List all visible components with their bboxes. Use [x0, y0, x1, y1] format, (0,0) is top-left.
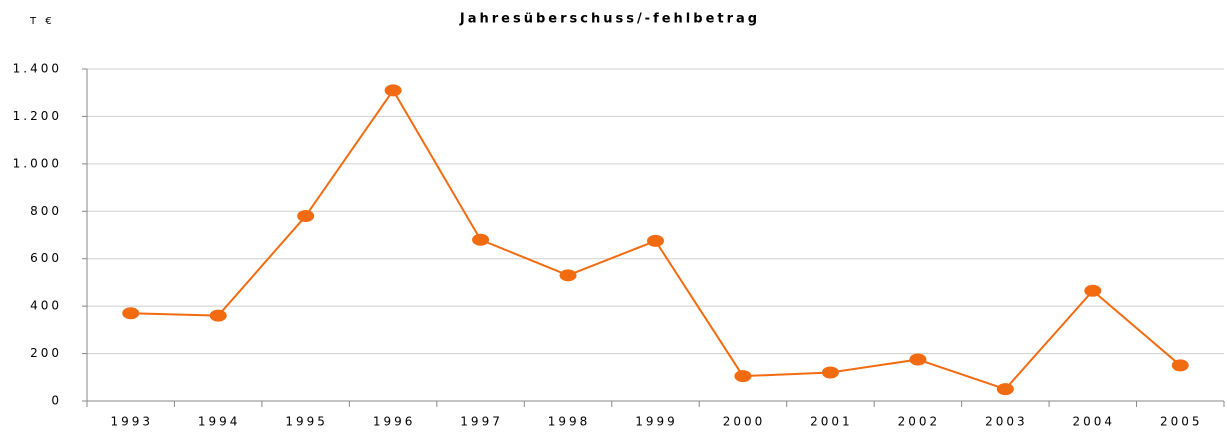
data-point: [734, 370, 752, 383]
x-tick-label: 1993: [110, 415, 153, 429]
y-tick-label: 400: [30, 299, 62, 313]
data-point: [821, 366, 839, 379]
x-tick-label: 1996: [373, 415, 416, 429]
x-tick-label: 1997: [460, 415, 503, 429]
data-point: [384, 84, 402, 97]
data-point: [909, 353, 927, 366]
x-tick-label: 2005: [1160, 415, 1203, 429]
y-tick-label: 1.000: [13, 156, 62, 170]
data-point: [647, 234, 664, 247]
data-point: [559, 269, 577, 282]
x-tick-label: 2001: [810, 415, 853, 429]
chart-title: Jahresüberschuss/-fehlbetrag: [459, 12, 760, 27]
y-tick-label: 200: [30, 346, 62, 360]
y-axis-label: T €: [29, 16, 55, 27]
data-point: [996, 383, 1014, 396]
data-point: [122, 307, 140, 320]
x-tick-label: 1998: [548, 415, 591, 429]
x-tick-label: 1995: [285, 415, 328, 429]
data-point: [1084, 284, 1102, 297]
data-point: [472, 233, 490, 246]
y-tick-label: 0: [51, 394, 62, 408]
x-tick-label: 1994: [198, 415, 241, 429]
data-point: [209, 309, 227, 322]
x-tick-label: 1999: [635, 415, 678, 429]
y-tick-label: 600: [30, 251, 62, 265]
y-tick-label: 1.400: [13, 62, 62, 76]
data-point: [297, 210, 315, 223]
x-tick-label: 2000: [723, 415, 766, 429]
x-tick-label: 2004: [1073, 415, 1116, 429]
data-point: [1171, 359, 1189, 372]
y-tick-label: 800: [30, 204, 62, 218]
x-tick-label: 2002: [898, 415, 941, 429]
x-tick-label: 2003: [985, 415, 1028, 429]
y-tick-label: 1.200: [13, 109, 62, 123]
